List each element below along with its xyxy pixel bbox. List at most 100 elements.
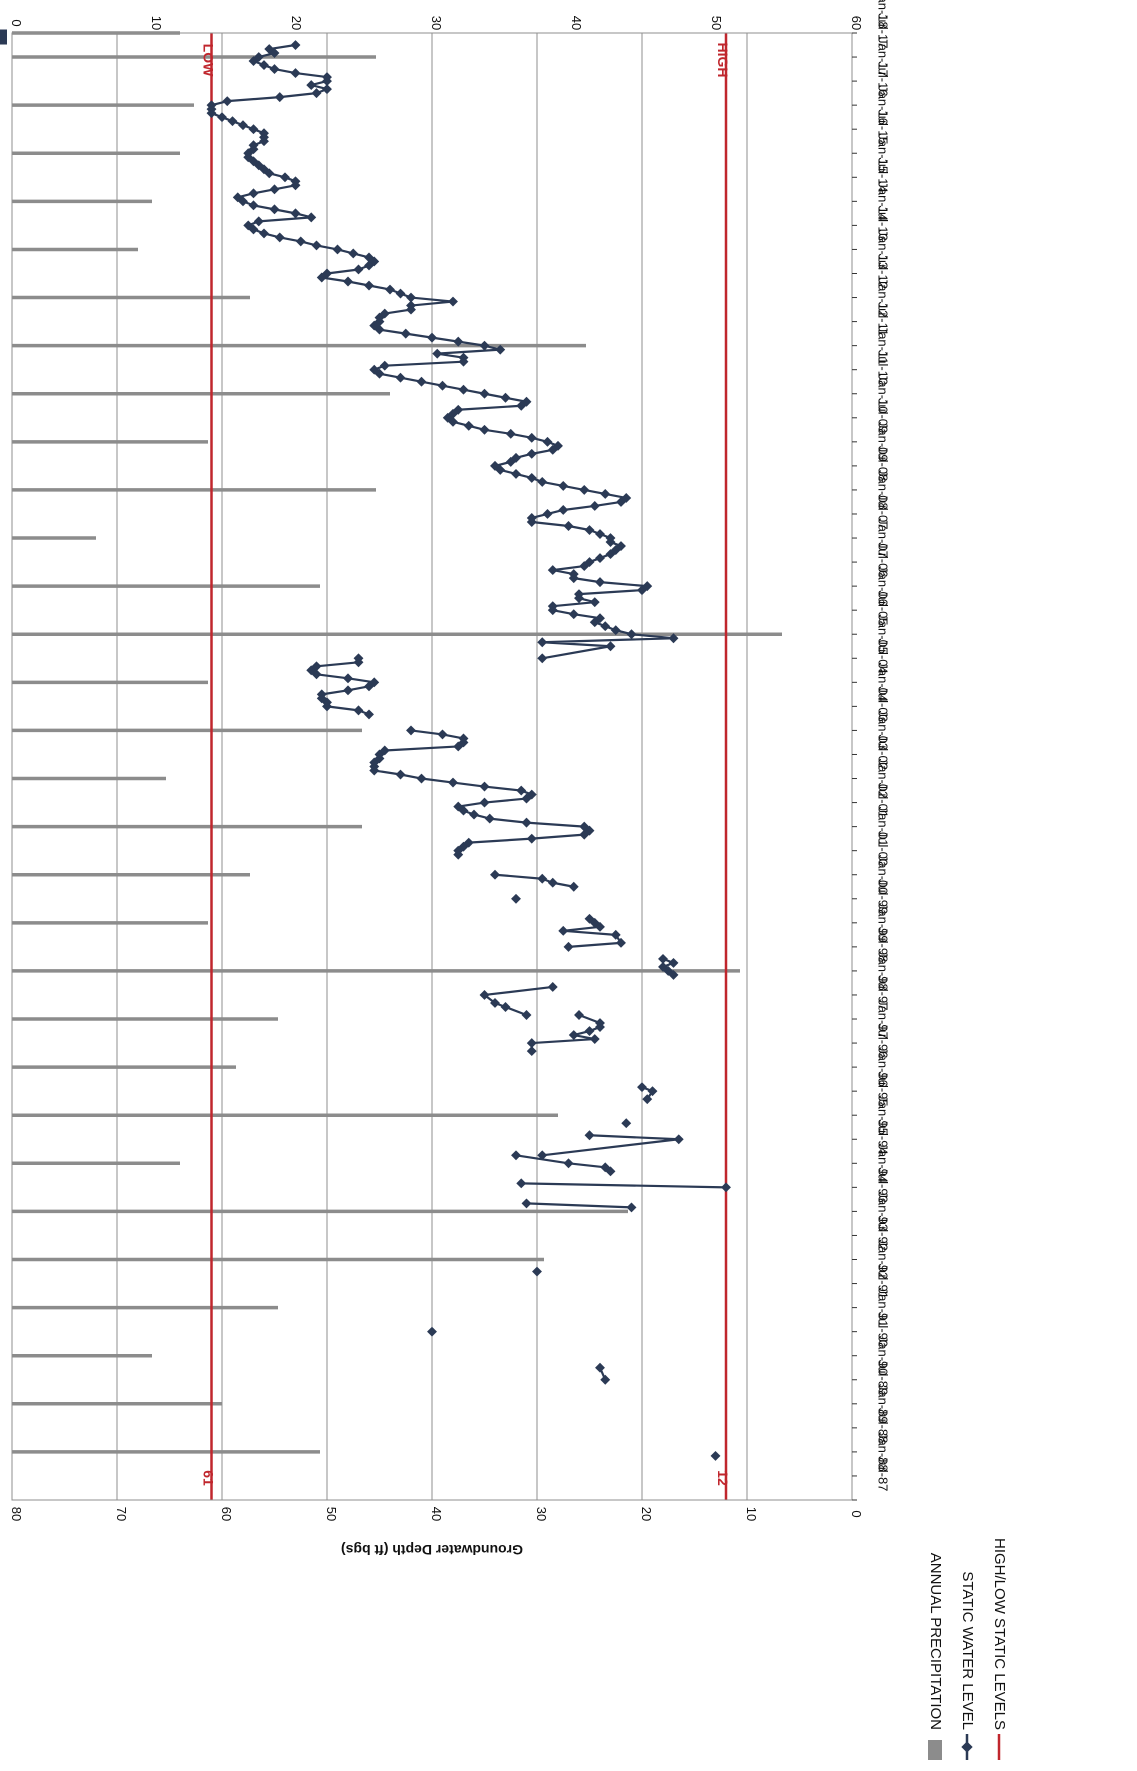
time-tick-label: Jan-05 (876, 614, 891, 654)
precip-tick-label: 50 (709, 16, 724, 30)
time-tick-label: Jan-91 (876, 1288, 891, 1328)
depth-tick-label: 10 (744, 1507, 759, 1521)
water-level-point (547, 982, 558, 992)
water-level-point (605, 533, 616, 543)
time-tick-label: Jul-99 (876, 879, 891, 914)
water-level-point (364, 280, 374, 291)
water-level-point (280, 172, 290, 183)
water-level-point (589, 501, 600, 511)
time-tick-label: Jan-01 (876, 807, 891, 847)
water-level-point (353, 653, 364, 664)
water-level-point (547, 877, 558, 888)
water-level-point (621, 1118, 632, 1129)
time-tick-label: Jan-11 (876, 326, 891, 365)
depth-tick-label: 20 (639, 1507, 654, 1521)
water-level-point (448, 777, 458, 788)
water-level-point (595, 613, 605, 624)
water-level-point (479, 388, 490, 399)
time-tick-label: Jul-17 (876, 13, 891, 48)
water-level-point (579, 484, 590, 495)
water-level-point (526, 472, 537, 483)
time-tick-label: Jan-08 (876, 470, 891, 510)
water-level-point (537, 873, 548, 884)
time-tick-label: Jul-87 (876, 1456, 891, 1491)
water-level-point (511, 893, 521, 904)
time-tick-label: Jul-16 (876, 61, 891, 96)
depth-tick-label: 70 (114, 1507, 129, 1521)
legend: ANNUAL PRECIPITATION STATIC WATER LEVEL HI… (927, 1538, 1008, 1760)
legend-label: ANNUAL PRECIPITATION (927, 1553, 944, 1730)
time-tick-label: Jul-93 (876, 1167, 891, 1202)
water-level-point (521, 396, 532, 407)
time-tick-label: Jul-07 (876, 494, 891, 529)
time-tick-label: Jan-07 (876, 518, 891, 558)
water-level-point (563, 941, 574, 952)
water-level-line (494, 873, 574, 888)
water-level-point (637, 1082, 647, 1093)
time-tick-label: Jan-99 (876, 903, 891, 943)
water-level-point (595, 529, 605, 539)
water-level-point (395, 769, 406, 780)
water-level-point (232, 192, 243, 203)
depth-tick-label: 50 (324, 1507, 339, 1521)
precip-tick-label: 40 (569, 16, 584, 30)
water-level-point (537, 637, 548, 648)
water-level-point (511, 468, 521, 479)
water-level-point (332, 244, 343, 255)
precip-tick-label: 10 (149, 16, 164, 30)
water-level-point (600, 488, 611, 499)
water-level-point (616, 541, 626, 551)
time-tick-label: Jan-09 (876, 422, 891, 462)
water-level-line (210, 43, 675, 660)
time-tick-label: Jan-93 (876, 1191, 891, 1231)
water-level-point (574, 1010, 584, 1020)
water-level-point (222, 96, 233, 107)
water-level-point (453, 801, 464, 812)
time-tick-label: Jul-95 (876, 1071, 891, 1106)
water-level-point (463, 420, 474, 431)
water-level-point (537, 1150, 548, 1161)
water-level-point (463, 837, 474, 848)
time-tick-label: Jan-95 (876, 1095, 891, 1135)
depth-tick-label: 80 (9, 1507, 24, 1521)
low-level-label: LOW (201, 44, 217, 77)
water-level-point (269, 204, 280, 215)
water-level-point (248, 140, 259, 151)
water-level-point (526, 1038, 537, 1049)
water-level-point (437, 729, 448, 740)
water-level-point (248, 200, 259, 211)
time-tick-label: Jul-92 (876, 1216, 891, 1251)
water-level-point (673, 1134, 684, 1145)
water-level-point (584, 1026, 595, 1036)
time-tick-label: Jan-90 (876, 1336, 891, 1376)
water-level-point (406, 300, 416, 311)
water-level-point (521, 1010, 532, 1020)
time-tick-label: Jan-92 (876, 1240, 891, 1280)
water-level-point (427, 1326, 437, 1337)
water-level-point (453, 336, 464, 347)
water-level-point (0, 37, 7, 45)
water-level-point (343, 276, 353, 287)
water-level-point (206, 100, 217, 111)
precip-tick-label: 20 (289, 16, 304, 30)
water-level-point (537, 653, 548, 664)
water-level-point (217, 112, 227, 123)
water-level-point (547, 565, 558, 576)
water-level-point (542, 436, 553, 447)
time-tick-label: Jul-14 (876, 157, 891, 192)
water-level-point (269, 64, 280, 75)
water-level-point (616, 937, 626, 948)
time-tick-label: Jan-06 (876, 566, 891, 606)
time-tick-label: Jul-98 (876, 927, 891, 962)
water-level-point (610, 625, 621, 636)
water-level-point (584, 913, 595, 924)
water-level-point (259, 128, 269, 139)
water-level-point (516, 785, 527, 796)
water-level-point (290, 40, 301, 50)
time-tick-label: Jan-10 (876, 374, 891, 414)
water-level-point (274, 92, 285, 103)
water-level-point (526, 432, 537, 443)
water-level-point (490, 998, 500, 1008)
water-level-point (290, 208, 301, 219)
water-level-line (373, 729, 591, 855)
